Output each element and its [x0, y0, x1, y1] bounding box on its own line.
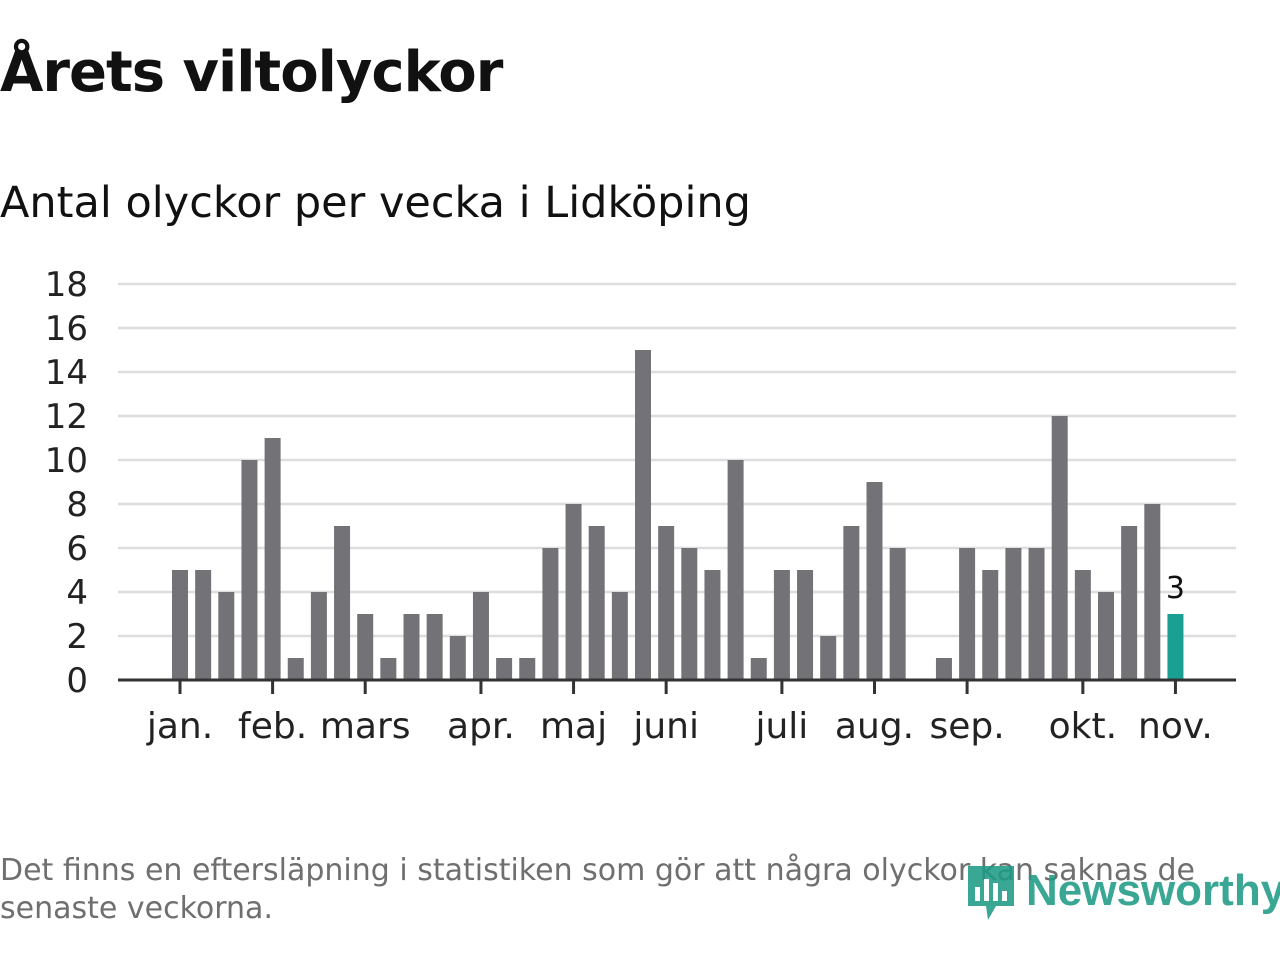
- x-tick-label: jan.: [146, 706, 213, 747]
- bar: [264, 438, 281, 680]
- bar: [449, 636, 466, 680]
- bar: [496, 658, 513, 680]
- bar: [519, 658, 536, 680]
- x-tick-label: juli: [754, 706, 808, 747]
- x-tick-label: sep.: [929, 706, 1004, 747]
- x-tick-label: juni: [632, 706, 699, 747]
- y-tick-label: 0: [66, 661, 88, 701]
- bar: [658, 526, 675, 680]
- x-tick-label: aug.: [835, 706, 914, 747]
- bar: [334, 526, 351, 680]
- y-tick-label: 10: [45, 441, 88, 481]
- annotations: 3: [1166, 571, 1185, 606]
- x-tick-label: maj: [540, 706, 607, 747]
- bar: [472, 592, 489, 680]
- bar: [403, 614, 420, 680]
- bars: [172, 350, 1184, 680]
- bar: [1051, 416, 1068, 680]
- page-title: Årets viltolyckor: [0, 40, 503, 105]
- bar: [542, 548, 559, 680]
- bar: [773, 570, 790, 680]
- x-tick-label: mars: [320, 706, 411, 747]
- bar: [611, 592, 628, 680]
- bar: [889, 548, 906, 680]
- bar: [287, 658, 304, 680]
- brand-name: Newsworthy: [1026, 866, 1280, 915]
- bar: [241, 460, 258, 680]
- bar: [426, 614, 443, 680]
- bar: [820, 636, 837, 680]
- bar: [1121, 526, 1138, 680]
- bar: [1098, 592, 1114, 680]
- x-tick-label: apr.: [447, 706, 515, 747]
- bar: [727, 460, 744, 680]
- bar: [1028, 548, 1045, 680]
- y-tick-label: 2: [66, 617, 88, 657]
- bar: [1005, 548, 1022, 680]
- bar: [1074, 570, 1091, 680]
- bar: [310, 592, 327, 680]
- newsworthy-logo-icon: [968, 866, 1014, 920]
- y-tick-label: 12: [45, 397, 88, 437]
- data-label-highlight: 3: [1166, 571, 1185, 606]
- y-tick-label: 16: [45, 309, 88, 349]
- bar: [1144, 504, 1161, 680]
- brand-logo: Newsworthy: [966, 860, 1280, 922]
- grid-lines: [118, 282, 1236, 638]
- y-tick-label: 14: [45, 353, 88, 393]
- bar: [843, 526, 860, 680]
- bar: [750, 658, 767, 680]
- bar: [959, 548, 976, 680]
- chart-subtitle: Antal olyckor per vecka i Lidköping: [0, 178, 751, 228]
- bar: [218, 592, 235, 680]
- x-tick-label: okt.: [1049, 706, 1117, 747]
- bar: [635, 350, 651, 680]
- y-tick-label: 8: [66, 485, 88, 525]
- bar-highlight: [1167, 614, 1184, 680]
- x-axis: [118, 678, 1236, 694]
- bar: [195, 570, 212, 680]
- bar: [681, 548, 698, 680]
- y-tick-label: 4: [66, 573, 88, 613]
- bar: [588, 526, 605, 680]
- x-tick-label: nov.: [1138, 706, 1213, 747]
- y-tick-label: 6: [66, 529, 88, 569]
- bar: [380, 658, 397, 680]
- bar: [704, 570, 721, 680]
- x-tick-label: feb.: [238, 706, 307, 747]
- bar: [982, 570, 999, 680]
- bar: [866, 482, 883, 680]
- x-axis-labels: jan. feb. mars apr. maj juni juli aug. sep. okt. n…: [146, 706, 1213, 747]
- bar: [357, 614, 374, 680]
- y-tick-label: 18: [45, 265, 88, 305]
- bar: [565, 504, 582, 680]
- bar: [935, 658, 952, 680]
- bar: [172, 570, 188, 680]
- bar: [797, 570, 814, 680]
